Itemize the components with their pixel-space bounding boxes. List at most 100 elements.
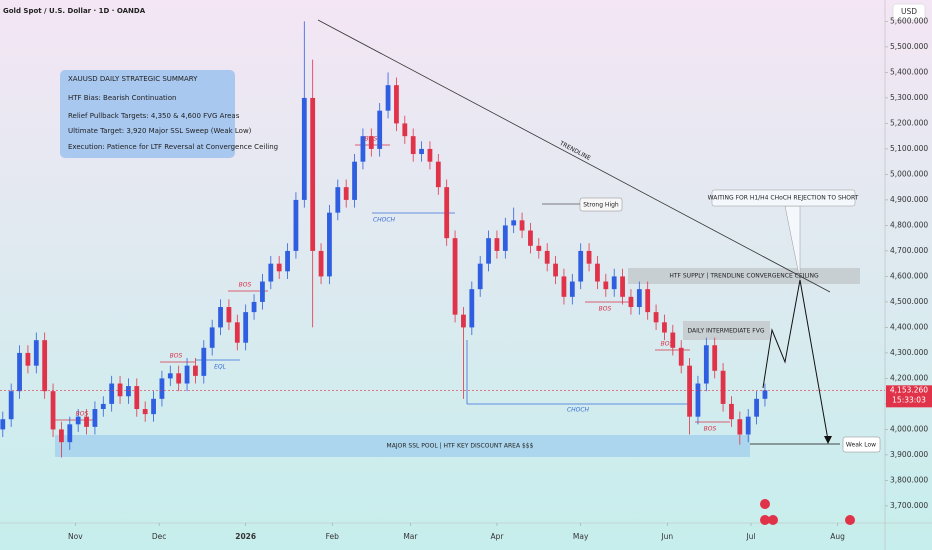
candle-body <box>84 416 89 427</box>
candle-body <box>335 187 341 213</box>
candle-body <box>67 424 73 443</box>
projection-arrow <box>824 436 832 444</box>
last-price-label: 4,153.260 <box>890 385 928 394</box>
choch-label: CHOCH <box>567 407 590 414</box>
candle-body <box>536 245 542 251</box>
waiting-box <box>711 189 856 207</box>
y-tick-label: 5,300.000 <box>890 93 928 102</box>
x-tick-label: Mar <box>403 532 418 541</box>
candle-body <box>293 199 299 251</box>
candle-body <box>193 365 198 376</box>
candle-body <box>8 391 14 420</box>
candle-body <box>368 136 374 149</box>
x-tick-label: Apr <box>490 532 504 541</box>
bos-label: BOS <box>599 306 612 313</box>
eql-label: EQL <box>214 364 226 371</box>
candle-body <box>410 136 416 155</box>
x-tick-label: May <box>573 532 589 541</box>
candle-body <box>427 148 433 162</box>
fvg-zone <box>683 321 770 340</box>
y-tick-label: 3,900.000 <box>890 450 928 459</box>
candle-body <box>461 314 466 328</box>
candle-body <box>234 322 240 343</box>
candle-body <box>17 352 22 392</box>
y-tick-label: 5,200.000 <box>890 118 928 127</box>
countdown: 15:33:03 <box>892 395 926 404</box>
candle-body <box>712 345 718 371</box>
x-tick-label: Aug <box>830 532 845 541</box>
candle-body <box>117 383 123 397</box>
candle-body <box>695 383 701 417</box>
y-tick-label: 5,000.000 <box>890 169 928 178</box>
candle-body <box>553 263 558 277</box>
candle-body <box>126 386 131 397</box>
candle-body <box>352 161 357 200</box>
y-tick-label: 4,300.000 <box>890 348 928 357</box>
candle-body <box>42 340 48 392</box>
y-tick-label: 4,800.000 <box>890 220 928 229</box>
currency-label[interactable]: USD <box>901 7 917 16</box>
summary-line: Relief Pullback Targets: 4,350 & 4,600 F… <box>68 112 240 120</box>
event-icon[interactable] <box>760 499 770 509</box>
candle-body <box>544 250 550 264</box>
candle-body <box>243 312 249 343</box>
y-tick-label: 5,400.000 <box>890 67 928 76</box>
chart-title: Gold Spot / U.S. Dollar · 1D · OANDA <box>3 7 146 15</box>
waiting-label: WAITING FOR H1/H4 CHoCH REJECTION TO SHO… <box>708 195 859 202</box>
y-tick-label: 5,500.000 <box>890 42 928 51</box>
candle-body <box>327 212 332 277</box>
candle-body <box>75 416 81 425</box>
bos-label: BOS <box>661 341 674 348</box>
candle-body <box>218 307 223 328</box>
candle-body <box>159 378 165 399</box>
y-tick-label: 4,900.000 <box>890 195 928 204</box>
candle-body <box>377 110 383 149</box>
candle-body <box>720 370 726 404</box>
x-tick-label: 2026 <box>235 532 256 541</box>
x-tick-label: Jul <box>745 532 755 541</box>
candle-body <box>595 263 600 282</box>
candle-body <box>394 85 399 124</box>
bos-label: BOS <box>704 426 717 433</box>
candle-body <box>477 263 483 290</box>
candle-body <box>201 347 207 376</box>
currency-button[interactable] <box>892 3 926 21</box>
candle-body <box>603 281 609 290</box>
y-tick-label: 4,200.000 <box>890 373 928 382</box>
candle-body <box>586 250 592 264</box>
candle-body <box>762 390 768 399</box>
candle-body <box>25 352 31 366</box>
y-tick-label: 4,000.000 <box>890 424 928 433</box>
candle-body <box>184 365 190 384</box>
candle-body <box>703 345 709 384</box>
projection-path <box>762 279 829 441</box>
event-icon[interactable] <box>760 515 770 525</box>
candle-body <box>134 386 140 410</box>
candle-body <box>33 340 39 366</box>
candle-body <box>268 263 274 282</box>
candle-body <box>578 250 584 282</box>
candle-body <box>611 276 617 290</box>
event-icon[interactable] <box>845 515 855 525</box>
candle-body <box>50 391 56 430</box>
candle-body <box>486 238 491 264</box>
candle-body <box>620 276 625 297</box>
candle-body <box>737 419 743 435</box>
candle-body <box>569 281 575 297</box>
candle-body <box>142 409 148 415</box>
candle-body <box>528 230 533 246</box>
last-price-tag <box>886 385 932 408</box>
supply-label: HTF SUPPLY | TRENDLINE CONVERGENCE CEILI… <box>669 273 819 280</box>
summary-line: XAUUSD DAILY STRATEGIC SUMMARY <box>68 75 198 83</box>
summary-line: Ultimate Target: 3,920 Major SSL Sweep (… <box>68 127 252 135</box>
candle-body <box>402 123 408 137</box>
candle-body <box>318 250 324 277</box>
fvg-label: DAILY INTERMEDIATE FVG <box>688 328 765 335</box>
event-icon[interactable] <box>768 515 778 525</box>
candle-body <box>176 373 182 384</box>
candle-body <box>645 289 651 313</box>
candle-body <box>226 307 232 323</box>
candle-body <box>678 347 684 366</box>
candle-body <box>59 429 64 443</box>
